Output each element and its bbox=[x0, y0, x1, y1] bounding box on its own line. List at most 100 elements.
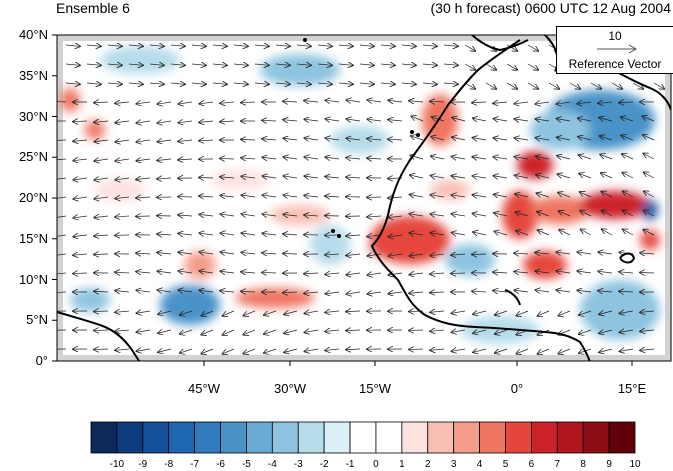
wind-vector bbox=[514, 119, 529, 121]
wind-vector bbox=[346, 100, 361, 102]
wind-vector bbox=[485, 82, 496, 89]
wind-vector bbox=[201, 329, 214, 335]
wind-vector bbox=[296, 83, 311, 84]
wind-vector bbox=[579, 310, 592, 315]
anomaly-blob bbox=[100, 46, 180, 74]
colorbar-swatch bbox=[349, 421, 377, 454]
wind-vector bbox=[57, 292, 67, 293]
wind-vector bbox=[485, 63, 496, 70]
wind-vector bbox=[535, 119, 550, 121]
wind-vector bbox=[430, 349, 445, 350]
wind-vector bbox=[642, 116, 655, 122]
wind-vector bbox=[157, 234, 172, 235]
wind-vector bbox=[157, 253, 172, 254]
colorbar-swatch bbox=[375, 421, 403, 454]
wind-vector bbox=[115, 140, 130, 142]
wind-vector bbox=[409, 292, 424, 293]
wind-vector bbox=[430, 195, 445, 197]
wind-vector bbox=[346, 330, 361, 331]
wind-vector bbox=[431, 156, 445, 159]
wind-vector bbox=[472, 102, 487, 103]
wind-vector bbox=[452, 311, 466, 313]
colorbar-swatch bbox=[530, 421, 558, 454]
wind-vector bbox=[325, 292, 340, 294]
wind-vector bbox=[359, 83, 374, 84]
colorbar-label: 7 bbox=[554, 459, 561, 470]
wind-vector bbox=[579, 174, 592, 179]
wind-vector bbox=[264, 348, 277, 353]
wind-vector bbox=[388, 254, 403, 256]
wind-vector bbox=[578, 137, 592, 140]
wind-vector bbox=[94, 197, 109, 199]
wind-vector bbox=[548, 82, 559, 89]
colorbar-label: 10 bbox=[629, 459, 641, 470]
wind-vector bbox=[409, 214, 424, 216]
wind-vector bbox=[556, 102, 571, 104]
anomaly-blob bbox=[640, 230, 660, 250]
wind-vector bbox=[410, 175, 424, 178]
wind-vector bbox=[580, 192, 592, 198]
wind-vector bbox=[275, 83, 290, 84]
wind-vector bbox=[451, 214, 466, 216]
wind-vector bbox=[180, 349, 193, 353]
wind-vector bbox=[430, 101, 445, 102]
wind-vector bbox=[115, 121, 130, 123]
wind-vector bbox=[241, 214, 256, 216]
wind-vector bbox=[325, 330, 340, 331]
wind-vector bbox=[401, 45, 416, 46]
wind-vector bbox=[264, 329, 277, 334]
wind-vector bbox=[296, 64, 311, 65]
forecast-time-title: (30 h forecast) 0600 UTC 12 Aug 2004 bbox=[430, 0, 671, 16]
wind-vector bbox=[640, 349, 655, 350]
wind-vector bbox=[538, 230, 550, 236]
wind-vector bbox=[644, 191, 655, 198]
wind-vector bbox=[325, 176, 340, 178]
wind-vector bbox=[493, 157, 508, 159]
wind-vector bbox=[94, 121, 109, 122]
wind-vector bbox=[536, 138, 550, 140]
cape-verde bbox=[331, 229, 335, 233]
wind-vector bbox=[57, 254, 67, 256]
wind-vector bbox=[506, 44, 517, 51]
wind-vector bbox=[473, 349, 487, 352]
wind-vector bbox=[619, 272, 634, 273]
wind-vector bbox=[599, 349, 613, 352]
wind-vector bbox=[115, 272, 130, 273]
wind-vector bbox=[577, 271, 592, 273]
wind-vector bbox=[464, 82, 475, 89]
wind-vector bbox=[254, 64, 269, 65]
wind-vector bbox=[136, 290, 151, 292]
wind-vector bbox=[598, 252, 613, 254]
wind-vector bbox=[158, 330, 172, 333]
wind-vector bbox=[180, 330, 193, 334]
lon-label: 30°W bbox=[274, 381, 306, 396]
wind-vector bbox=[388, 120, 403, 121]
wind-vector bbox=[411, 136, 424, 140]
wind-vector bbox=[409, 349, 424, 350]
colorbar-label: 6 bbox=[528, 459, 535, 470]
wind-vector bbox=[254, 83, 269, 84]
wind-vector bbox=[577, 252, 592, 254]
wind-vector bbox=[304, 138, 319, 140]
wind-vector bbox=[136, 197, 151, 198]
wind-vector bbox=[262, 233, 277, 235]
wind-vector bbox=[317, 45, 332, 46]
wind-vector bbox=[220, 158, 235, 159]
colorbar-label: -8 bbox=[164, 459, 174, 470]
wind-vector bbox=[304, 195, 319, 197]
wind-vector bbox=[620, 330, 634, 332]
wind-vector bbox=[535, 102, 550, 104]
wind-vector bbox=[514, 272, 529, 273]
wind-vectors bbox=[57, 44, 664, 354]
wind-vector bbox=[325, 138, 340, 140]
colorbar-swatch bbox=[246, 421, 273, 454]
wind-vector bbox=[325, 157, 340, 159]
wind-vector bbox=[367, 119, 382, 121]
wind-vector bbox=[580, 211, 592, 217]
wind-vector bbox=[199, 196, 214, 197]
wind-vector bbox=[409, 233, 424, 235]
wind-vector bbox=[359, 45, 374, 46]
wind-vector bbox=[304, 157, 319, 159]
wind-vector bbox=[581, 229, 592, 236]
wind-vector bbox=[262, 272, 277, 273]
